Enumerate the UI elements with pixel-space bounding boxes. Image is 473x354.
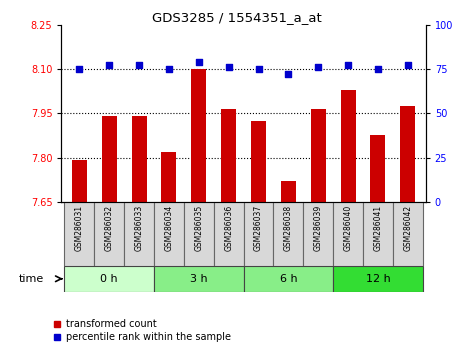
Point [225, 64, 232, 70]
Bar [214, 202, 244, 266]
Bar [64, 266, 154, 292]
Bar [363, 202, 393, 266]
Bar [102, 116, 117, 202]
Text: GSM286041: GSM286041 [374, 205, 383, 251]
Point [285, 72, 292, 77]
Bar [154, 202, 184, 266]
Text: GSM286040: GSM286040 [343, 205, 352, 251]
Bar [124, 202, 154, 266]
Bar [184, 202, 214, 266]
Bar [192, 69, 206, 202]
Text: GDS3285 / 1554351_a_at: GDS3285 / 1554351_a_at [152, 11, 321, 24]
Bar [131, 116, 147, 202]
Bar [281, 181, 296, 202]
Text: 3 h: 3 h [190, 274, 208, 284]
Text: time: time [19, 274, 44, 284]
Point [165, 66, 173, 72]
Point [344, 63, 352, 68]
Text: GSM286031: GSM286031 [75, 205, 84, 251]
Text: GSM286036: GSM286036 [224, 205, 233, 251]
Text: GSM286038: GSM286038 [284, 205, 293, 251]
Text: GSM286032: GSM286032 [105, 205, 114, 251]
Text: GSM286034: GSM286034 [165, 205, 174, 251]
Point [404, 63, 412, 68]
Text: GSM286033: GSM286033 [135, 205, 144, 251]
Bar [244, 202, 273, 266]
Bar [311, 109, 326, 202]
Point [135, 63, 143, 68]
Bar [251, 121, 266, 202]
Bar [72, 160, 87, 202]
Bar [64, 202, 94, 266]
Text: GSM286035: GSM286035 [194, 205, 203, 251]
Text: 0 h: 0 h [100, 274, 118, 284]
Text: GSM286042: GSM286042 [403, 205, 412, 251]
Bar [273, 202, 303, 266]
Bar [244, 266, 333, 292]
Bar [161, 152, 176, 202]
Bar [341, 90, 356, 202]
Bar [303, 202, 333, 266]
Point [255, 66, 263, 72]
Bar [393, 202, 423, 266]
Text: GSM286039: GSM286039 [314, 205, 323, 251]
Legend: transformed count, percentile rank within the sample: transformed count, percentile rank withi… [52, 319, 231, 342]
Bar [333, 202, 363, 266]
Point [105, 63, 113, 68]
Bar [400, 106, 415, 202]
Bar [333, 266, 423, 292]
Text: 6 h: 6 h [280, 274, 297, 284]
Point [374, 66, 382, 72]
Point [315, 64, 322, 70]
Text: 12 h: 12 h [366, 274, 390, 284]
Bar [94, 202, 124, 266]
Text: GSM286037: GSM286037 [254, 205, 263, 251]
Point [195, 59, 202, 65]
Bar [221, 109, 236, 202]
Bar [154, 266, 244, 292]
Point [76, 66, 83, 72]
Bar [370, 136, 385, 202]
